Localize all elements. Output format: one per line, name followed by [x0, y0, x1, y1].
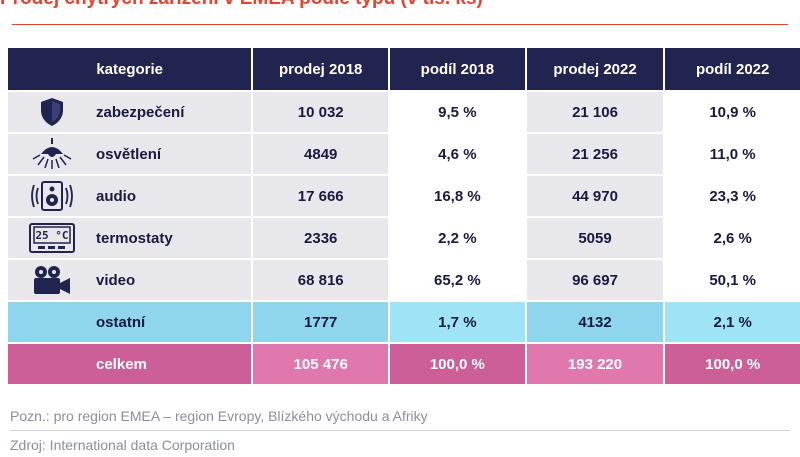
- chart-title: Prodej chytrých zařízení v EMEA podle ty…: [0, 0, 800, 10]
- category-label: audio: [96, 187, 136, 205]
- footnote-divider: [10, 430, 790, 431]
- value-podil-2018: 2,2 %: [390, 218, 525, 258]
- header-prodej-2018: prodej 2018: [253, 48, 389, 90]
- category-label: ostatní: [96, 313, 146, 331]
- category-label: celkem: [96, 355, 147, 373]
- category-cell: 25 °C termostaty: [8, 218, 252, 258]
- footnotes: Pozn.: pro region EMEA – region Evropy, …: [10, 404, 790, 457]
- ceiling-lamp-icon: [8, 138, 96, 170]
- value-prodej-2018: 105 476: [253, 344, 389, 384]
- table-row: osvětlení 4849 4,6 % 21 256 11,0 %: [8, 134, 800, 174]
- category-cell: osvětlení: [8, 134, 252, 174]
- header-podil-2022: podíl 2022: [665, 48, 800, 90]
- thermostat-icon: 25 °C: [8, 223, 96, 253]
- table-row: video 68 816 65,2 % 96 697 50,1 %: [8, 260, 800, 300]
- footnote-region: Pozn.: pro region EMEA – region Evropy, …: [10, 408, 428, 424]
- speaker-icon: [8, 180, 96, 212]
- footnote-source: Zdroj: International data Corporation: [10, 437, 235, 453]
- category-cell: ostatní: [8, 302, 252, 342]
- table-row: zabezpečení 10 032 9,5 % 21 106 10,9 %: [8, 92, 800, 132]
- table-header-row: kategorie prodej 2018 podíl 2018 prodej …: [8, 48, 800, 90]
- value-prodej-2018: 68 816: [253, 260, 389, 300]
- value-podil-2022: 2,1 %: [665, 302, 800, 342]
- table-row: 25 °C termostaty 2336 2,2 % 5059 2,6 %: [8, 218, 800, 258]
- value-prodej-2022: 96 697: [526, 260, 664, 300]
- category-cell: audio: [8, 176, 252, 216]
- category-cell: celkem: [8, 344, 252, 384]
- category-cell: video: [8, 260, 252, 300]
- shield-icon: [8, 97, 96, 127]
- value-podil-2018: 4,6 %: [390, 134, 525, 174]
- value-prodej-2022: 5059: [526, 218, 664, 258]
- value-prodej-2018: 4849: [253, 134, 389, 174]
- value-prodej-2018: 17 666: [253, 176, 389, 216]
- value-prodej-2018: 2336: [253, 218, 389, 258]
- title-divider: [12, 24, 788, 25]
- value-podil-2022: 10,9 %: [665, 92, 800, 132]
- value-podil-2022: 100,0 %: [665, 344, 800, 384]
- value-podil-2022: 23,3 %: [665, 176, 800, 216]
- value-prodej-2022: 193 220: [526, 344, 664, 384]
- table-row: audio 17 666 16,8 % 44 970 23,3 %: [8, 176, 800, 216]
- value-prodej-2022: 4132: [526, 302, 664, 342]
- value-prodej-2022: 44 970: [526, 176, 664, 216]
- value-podil-2018: 1,7 %: [390, 302, 525, 342]
- header-kategorie: kategorie: [8, 48, 252, 90]
- thermostat-display: 25 °C: [35, 229, 68, 242]
- value-prodej-2022: 21 256: [526, 134, 664, 174]
- header-podil-2018: podíl 2018: [390, 48, 525, 90]
- video-camera-icon: [8, 264, 96, 296]
- value-podil-2022: 2,6 %: [665, 218, 800, 258]
- value-prodej-2018: 10 032: [253, 92, 389, 132]
- category-cell: zabezpečení: [8, 92, 252, 132]
- value-podil-2018: 16,8 %: [390, 176, 525, 216]
- data-table: kategorie prodej 2018 podíl 2018 prodej …: [8, 48, 800, 386]
- value-podil-2022: 11,0 %: [665, 134, 800, 174]
- value-prodej-2018: 1777: [253, 302, 389, 342]
- category-label: termostaty: [96, 229, 173, 247]
- value-podil-2022: 50,1 %: [665, 260, 800, 300]
- value-podil-2018: 100,0 %: [390, 344, 525, 384]
- table-row-other: ostatní 1777 1,7 % 4132 2,1 %: [8, 302, 800, 342]
- table-row-total: celkem 105 476 100,0 % 193 220 100,0 %: [8, 344, 800, 384]
- category-label: video: [96, 271, 136, 289]
- value-podil-2018: 65,2 %: [390, 260, 525, 300]
- value-prodej-2022: 21 106: [526, 92, 664, 132]
- category-label: osvětlení: [96, 145, 162, 163]
- category-label: zabezpečení: [96, 103, 185, 121]
- header-prodej-2022: prodej 2022: [526, 48, 664, 90]
- value-podil-2018: 9,5 %: [390, 92, 525, 132]
